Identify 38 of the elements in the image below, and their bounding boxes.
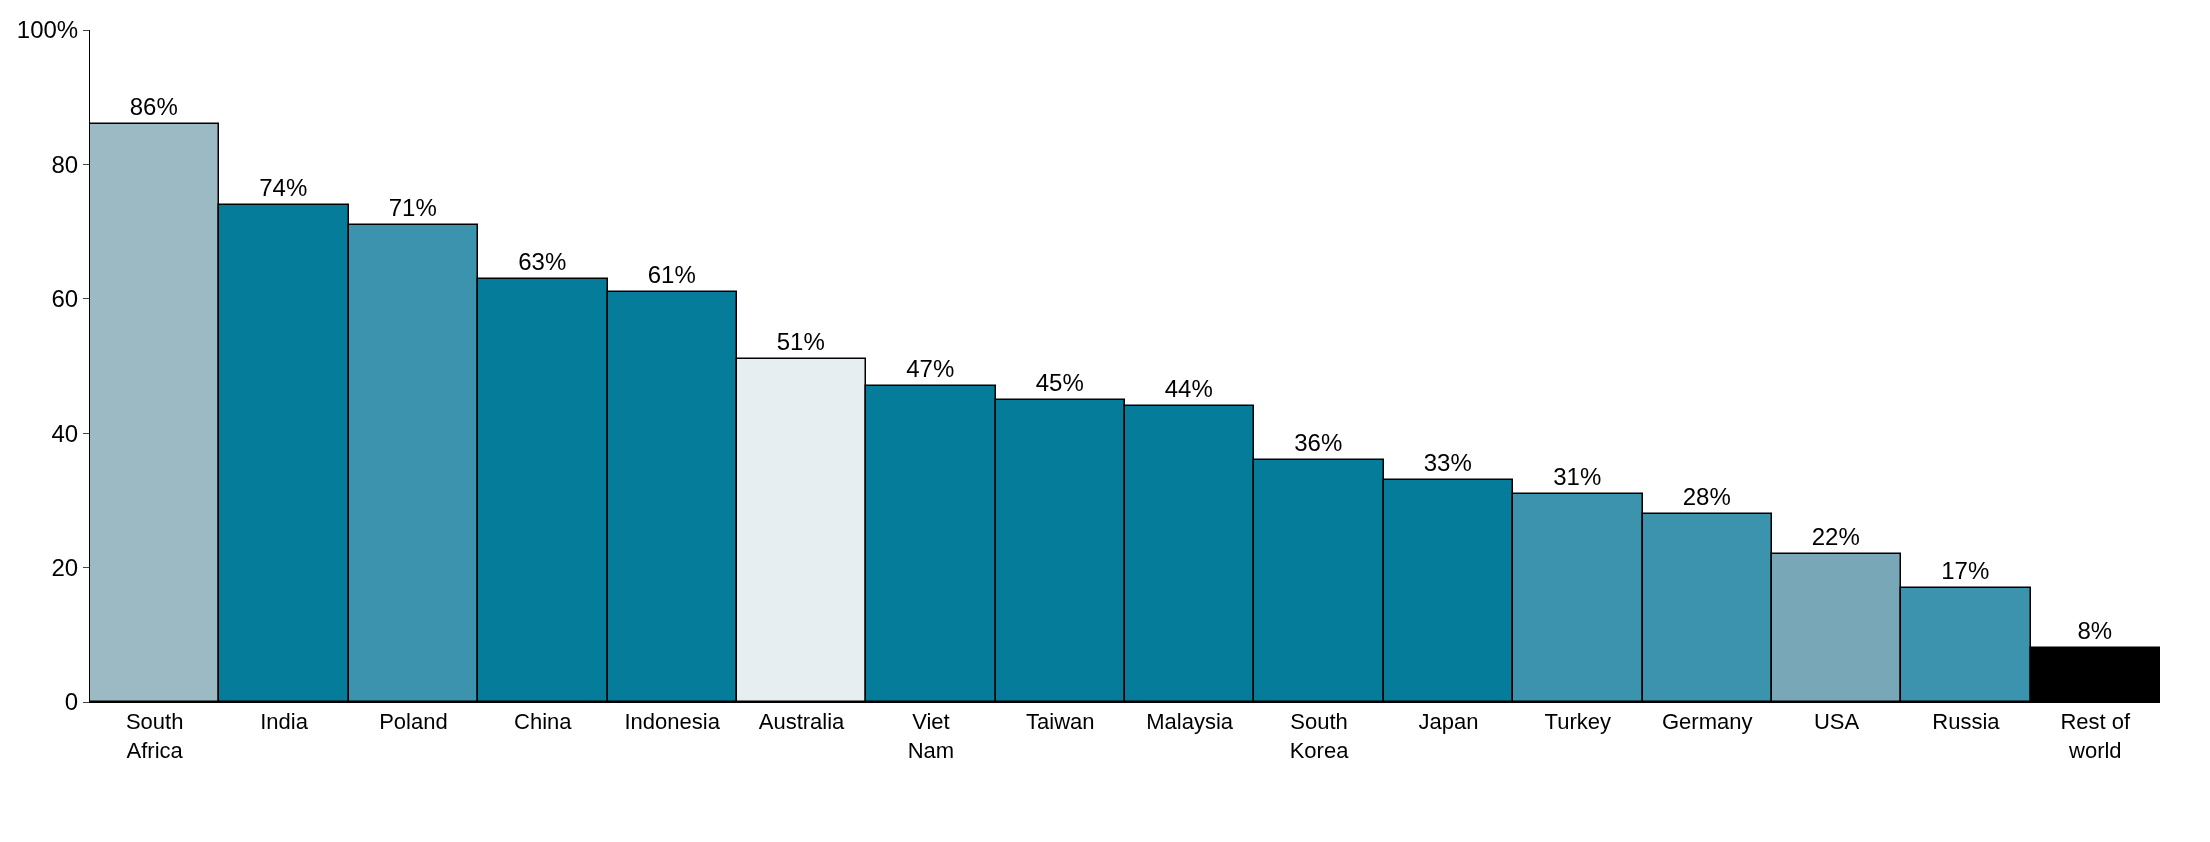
data-label: 33%: [1423, 449, 1472, 477]
x-tick-label: Turkey: [1544, 709, 1612, 735]
x-tick-label: South Korea: [1289, 709, 1350, 763]
data-label: 51%: [776, 328, 825, 356]
data-label: 28%: [1682, 483, 1731, 511]
x-tick-label: Australia: [758, 709, 846, 735]
y-tick-label: 60: [51, 285, 79, 313]
x-tick-label: Poland: [379, 709, 448, 735]
x-tick-label: India: [260, 709, 309, 735]
x-tick-label: Viet Nam: [907, 709, 955, 763]
y-tick-label: 80: [51, 150, 79, 178]
data-label: 17%: [1941, 557, 1990, 585]
data-label: 31%: [1553, 463, 1602, 491]
y-tick-label: 20: [51, 554, 79, 581]
data-label: 44%: [1164, 375, 1213, 403]
x-tick-label: China: [514, 709, 573, 735]
data-label: 74%: [259, 174, 308, 202]
x-tick-label: Rest of world: [2060, 709, 2132, 763]
data-label: 71%: [388, 194, 437, 222]
x-tick-label: USA: [1813, 709, 1860, 735]
y-tick-label: 0: [64, 688, 79, 716]
x-tick-label: Japan: [1418, 709, 1479, 735]
data-label: 36%: [1294, 429, 1343, 457]
x-tick-label: Indonesia: [624, 709, 721, 735]
x-tick-label: Russia: [1932, 709, 2001, 735]
x-tick-label: Germany: [1661, 709, 1753, 735]
x-tick-label: South Africa: [125, 709, 184, 763]
y-tick-label: 40: [51, 419, 79, 447]
x-tick-label: Taiwan: [1026, 709, 1095, 735]
data-label: 22%: [1811, 523, 1860, 551]
data-label: 63%: [518, 248, 567, 276]
data-label: 86%: [129, 93, 178, 121]
data-label: 47%: [906, 355, 955, 383]
data-label: 61%: [647, 261, 696, 289]
y-tick-label: 100%: [16, 16, 79, 44]
x-tick-label: Malaysia: [1146, 709, 1234, 735]
data-label: 8%: [2077, 617, 2113, 645]
data-label: 45%: [1035, 369, 1084, 397]
